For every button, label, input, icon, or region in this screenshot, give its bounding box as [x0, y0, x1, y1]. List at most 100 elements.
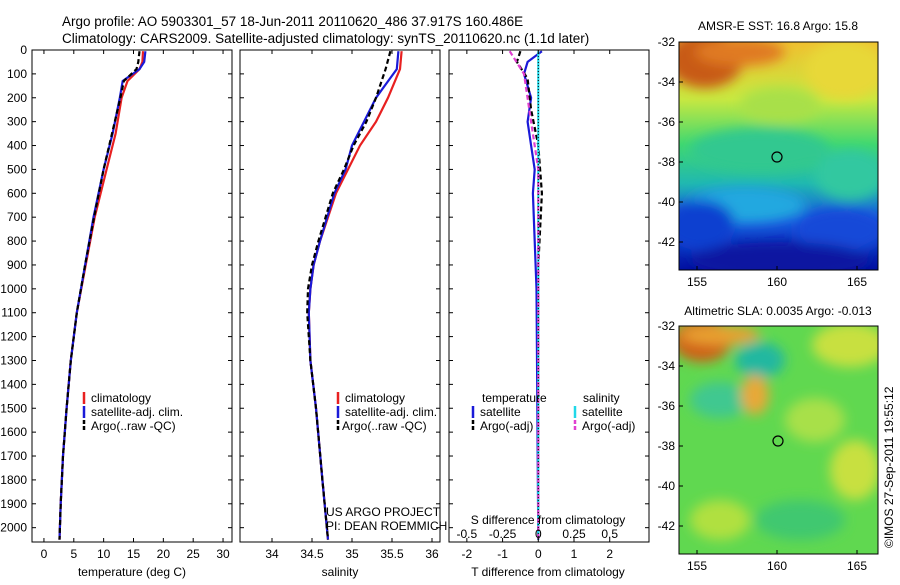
map-y-tick-label: -34 [658, 359, 676, 373]
depth-tick-label: 900 [7, 258, 27, 272]
legend-item: satellite [582, 405, 623, 419]
depth-tick-label: 200 [7, 91, 27, 105]
x-tick-label: -1 [497, 547, 508, 561]
project-credit: US ARGO PROJECT [326, 505, 441, 519]
series-line [306, 50, 392, 540]
depth-tick-label: 1700 [0, 449, 27, 463]
temperature-xlabel: temperature (deg C) [78, 565, 186, 579]
depth-tick-label: 1900 [0, 497, 27, 511]
x-top-tick-label: -0.5 [457, 527, 478, 541]
map-y-tick-label: -38 [658, 439, 676, 453]
depth-axis: 0 100 200 300 400 500 600 700 800 900 1000 1100 1200… [0, 43, 649, 535]
salinity-xlabel: salinity [322, 565, 359, 579]
x-tick-label: 35.5 [380, 547, 404, 561]
x-top-tick-label: -0.25 [489, 527, 517, 541]
x-tick-label: 5 [70, 547, 77, 561]
legend-item: Argo(-adj) [480, 419, 533, 433]
map-tick-labels: -32 -34 -36 -38 -40 -42 155 160 165 -32 -34 -36 -38 -… [658, 35, 868, 573]
depth-tick-label: 1800 [0, 473, 27, 487]
depth-tick-label: 2000 [0, 521, 27, 535]
depth-tick-label: 1400 [0, 377, 27, 391]
salinity-legend: climatology satellite-adj. clim. Argo(..… [336, 391, 437, 433]
salinity-lines [306, 50, 403, 540]
map-y-tick-label: -40 [658, 479, 676, 493]
x-tick-label: 15 [127, 547, 141, 561]
legend-item: climatology [91, 391, 151, 405]
map-y-tick-label: -32 [658, 35, 676, 49]
legend-item: climatology [345, 391, 405, 405]
legend-title-salinity: salinity [583, 391, 620, 405]
map-x-tick-label: 160 [767, 275, 787, 289]
legend-title-temperature: temperature [482, 391, 547, 405]
map-y-tick-label: -38 [658, 155, 676, 169]
x-tick-label: 0 [41, 547, 48, 561]
depth-tick-label: 1000 [0, 282, 27, 296]
x-tick-label: 2 [606, 547, 613, 561]
x-tick-label: 30 [216, 547, 230, 561]
series-line [58, 51, 141, 540]
header-line-1: Argo profile: AO 5903301_57 18-Jun-2011 … [62, 14, 523, 29]
depth-tick-label: 1200 [0, 330, 27, 344]
x-tick-label: 0 [535, 547, 542, 561]
series-line [58, 51, 147, 540]
x-tick-label: 34 [265, 547, 279, 561]
map-x-tick-label: 165 [847, 275, 867, 289]
series-line [58, 51, 145, 540]
x-tick-label: 34.5 [300, 547, 324, 561]
imos-credit: ©IMOS 27-Sep-2011 19:55:12 [882, 386, 896, 548]
map-x-tick-label: 155 [687, 275, 707, 289]
header-line-2: Climatology: CARS2009. Satellite-adjuste… [62, 31, 589, 46]
pi-credit: PI: DEAN ROEMMICH [326, 519, 447, 533]
x-tick-label: 20 [157, 547, 171, 561]
depth-tick-label: 1300 [0, 353, 27, 367]
map-y-tick-label: -36 [658, 399, 676, 413]
map-x-tick-label: 155 [687, 559, 707, 573]
depth-tick-label: 1100 [1, 306, 27, 320]
depth-tick-label: 500 [7, 162, 27, 176]
difference-legend: temperature satellite Argo(-adj) salinit… [471, 391, 635, 433]
map-y-tick-label: -42 [658, 519, 676, 533]
x-tick-label: -2 [462, 547, 473, 561]
x-tick-labels: 0 5 10 15 20 25 30 34 34.5 35 35.5 36 -2 -1 0 1 2 -0.5 -0.… [41, 50, 618, 561]
depth-tick-label: 100 [7, 67, 27, 81]
map-y-tick-label: -34 [658, 75, 676, 89]
salinity-panel [239, 49, 441, 543]
depth-tick-label: 1500 [0, 401, 27, 415]
temperature-panel [31, 49, 233, 543]
depth-tick-label: 1600 [0, 425, 27, 439]
s-difference-xlabel: S difference from climatology [471, 513, 626, 527]
x-tick-label: 35 [345, 547, 359, 561]
x-tick-label: 10 [97, 547, 111, 561]
series-line [508, 50, 540, 540]
depth-tick-label: 0 [20, 43, 27, 57]
x-tick-label: 1 [571, 547, 578, 561]
difference-panel [448, 49, 650, 543]
sst-map [679, 42, 878, 270]
series-line [307, 51, 403, 540]
x-tick-label: 25 [187, 547, 201, 561]
map-x-tick-label: 160 [767, 559, 787, 573]
depth-tick-label: 400 [7, 139, 27, 153]
map-y-tick-label: -42 [658, 235, 676, 249]
depth-tick-label: 700 [7, 210, 27, 224]
sst-map-title: AMSR-E SST: 16.8 Argo: 15.8 [698, 19, 858, 33]
t-difference-xlabel: T difference from climatology [471, 565, 625, 579]
sla-map [679, 326, 878, 554]
x-top-tick-label: 0.25 [562, 527, 586, 541]
map-y-tick-label: -40 [658, 195, 676, 209]
x-tick-label: 36 [425, 547, 439, 561]
map-x-tick-label: 165 [847, 559, 867, 573]
series-line [307, 51, 400, 540]
legend-item: satellite-adj. clim. [91, 405, 183, 419]
legend-item: Argo(..raw -QC) [342, 419, 427, 433]
depth-tick-label: 800 [7, 234, 27, 248]
difference-lines [508, 50, 544, 540]
temperature-lines [58, 51, 147, 540]
map-y-tick-label: -36 [658, 115, 676, 129]
x-top-tick-label: 0.5 [601, 527, 618, 541]
legend-item: satellite-adj. clim. [345, 405, 437, 419]
series-line [522, 50, 543, 540]
sla-map-title: Altimetric SLA: 0.0035 Argo: -0.013 [684, 304, 872, 318]
depth-tick-label: 300 [7, 115, 27, 129]
